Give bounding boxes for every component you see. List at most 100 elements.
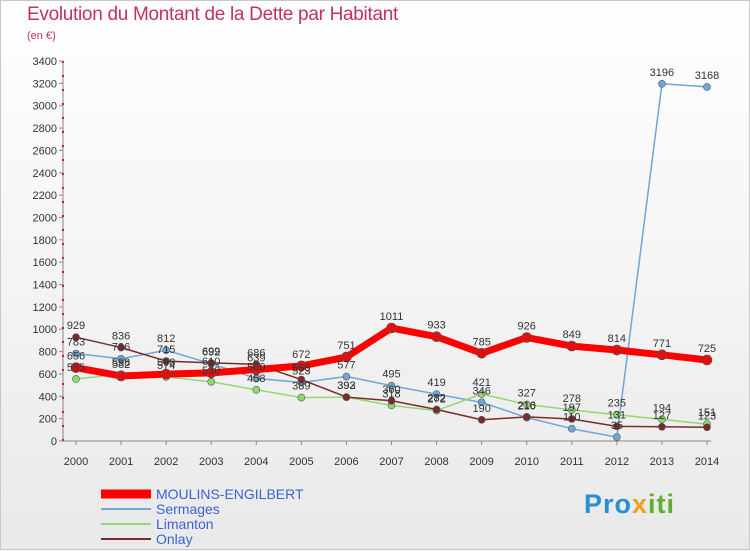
x-tick-label: 2000 (64, 456, 88, 468)
data-label: 577 (337, 360, 355, 372)
data-label: 926 (518, 321, 536, 333)
data-point (115, 370, 127, 382)
data-label: 598 (157, 357, 175, 369)
chart-subtitle: (en €) (27, 30, 56, 42)
data-label: 812 (157, 333, 175, 345)
data-point (387, 396, 396, 405)
data-label: 392 (337, 380, 355, 392)
data-label: 1011 (380, 311, 404, 323)
data-label: 771 (653, 338, 671, 350)
data-point (162, 346, 170, 355)
legend-label: Onlay (156, 531, 193, 547)
data-point (522, 413, 531, 421)
data-point (703, 83, 711, 91)
data-point (72, 333, 80, 341)
y-tick-label: 1200 (33, 302, 57, 314)
data-label: 3196 (650, 67, 674, 79)
x-tick-label: 2010 (514, 456, 538, 468)
data-point (341, 351, 352, 363)
data-point (117, 343, 125, 352)
data-label: 190 (472, 403, 490, 415)
x-tick-label: 2003 (199, 456, 223, 468)
data-point (567, 415, 576, 423)
data-label: 3168 (695, 70, 719, 82)
x-tick-label: 2001 (109, 456, 133, 468)
data-point (70, 362, 82, 373)
data-label: 836 (112, 331, 130, 343)
data-point (613, 422, 621, 431)
data-label: 151 (698, 407, 716, 419)
y-tick-label: 0 (51, 436, 57, 448)
data-label: 699 (202, 346, 220, 358)
data-point (613, 433, 621, 441)
data-point (567, 406, 576, 414)
y-tick-label: 600 (39, 369, 57, 381)
data-label: 131 (608, 409, 626, 421)
data-point (476, 347, 487, 359)
data-label: 692 (202, 347, 220, 359)
data-point (611, 344, 623, 356)
data-point (477, 390, 486, 398)
legend-label: Limanton (156, 516, 214, 532)
x-tick-label: 2005 (289, 456, 313, 468)
x-tick-label: 2012 (605, 456, 629, 468)
data-label: 278 (563, 393, 581, 405)
data-label: 421 (472, 377, 490, 389)
y-tick-label: 3200 (33, 78, 57, 90)
data-label: 555 (67, 362, 85, 374)
y-tick-label: 3000 (33, 101, 57, 113)
data-point (656, 349, 668, 361)
data-point (205, 367, 217, 379)
data-point (342, 393, 351, 401)
y-tick-label: 2200 (33, 190, 57, 202)
data-point (522, 400, 531, 409)
data-label: 327 (518, 387, 536, 399)
x-tick-label: 2014 (695, 456, 719, 468)
data-label: 550 (292, 363, 310, 375)
data-point (432, 405, 441, 414)
data-label: 523 (292, 366, 310, 378)
y-tick-label: 1600 (33, 257, 57, 269)
data-point (658, 415, 666, 424)
data-point (567, 424, 576, 433)
data-label: 849 (563, 329, 581, 341)
data-label: 610 (202, 356, 220, 368)
data-label: 123 (698, 410, 716, 422)
x-tick-label: 2008 (424, 456, 448, 468)
data-label: 197 (563, 402, 581, 414)
data-label: 393 (337, 380, 355, 392)
data-label: 783 (67, 336, 85, 348)
chart-title: Evolution du Montant de la Dette par Hab… (27, 4, 398, 25)
data-point (162, 357, 170, 365)
data-point (477, 398, 486, 407)
data-label: 530 (202, 365, 220, 377)
data-point (72, 349, 80, 358)
y-tick-label: 400 (39, 391, 57, 403)
y-tick-label: 2400 (33, 168, 57, 180)
data-label: 560 (247, 361, 265, 373)
proxiti-logo: Proxiti (584, 489, 676, 519)
data-point (387, 381, 396, 390)
x-tick-label: 2006 (334, 456, 358, 468)
y-tick-label: 3400 (33, 56, 57, 68)
data-label: 360 (382, 384, 400, 396)
y-tick-label: 1800 (33, 235, 57, 247)
data-label: 929 (67, 320, 85, 332)
data-point (386, 322, 397, 334)
data-point (252, 374, 261, 383)
data-label: 639 (247, 353, 265, 365)
x-tick-label: 2013 (650, 456, 674, 468)
data-point (477, 415, 486, 424)
data-label: 672 (292, 349, 310, 361)
data-label: 715 (157, 344, 175, 356)
data-point (658, 423, 666, 431)
data-point (207, 377, 216, 386)
data-label: 318 (382, 388, 400, 400)
data-label: 346 (472, 385, 490, 397)
data-label: 582 (112, 359, 130, 371)
data-label: 210 (518, 401, 536, 413)
data-label: 598 (112, 357, 130, 369)
data-point (297, 393, 306, 402)
data-point (566, 340, 578, 352)
